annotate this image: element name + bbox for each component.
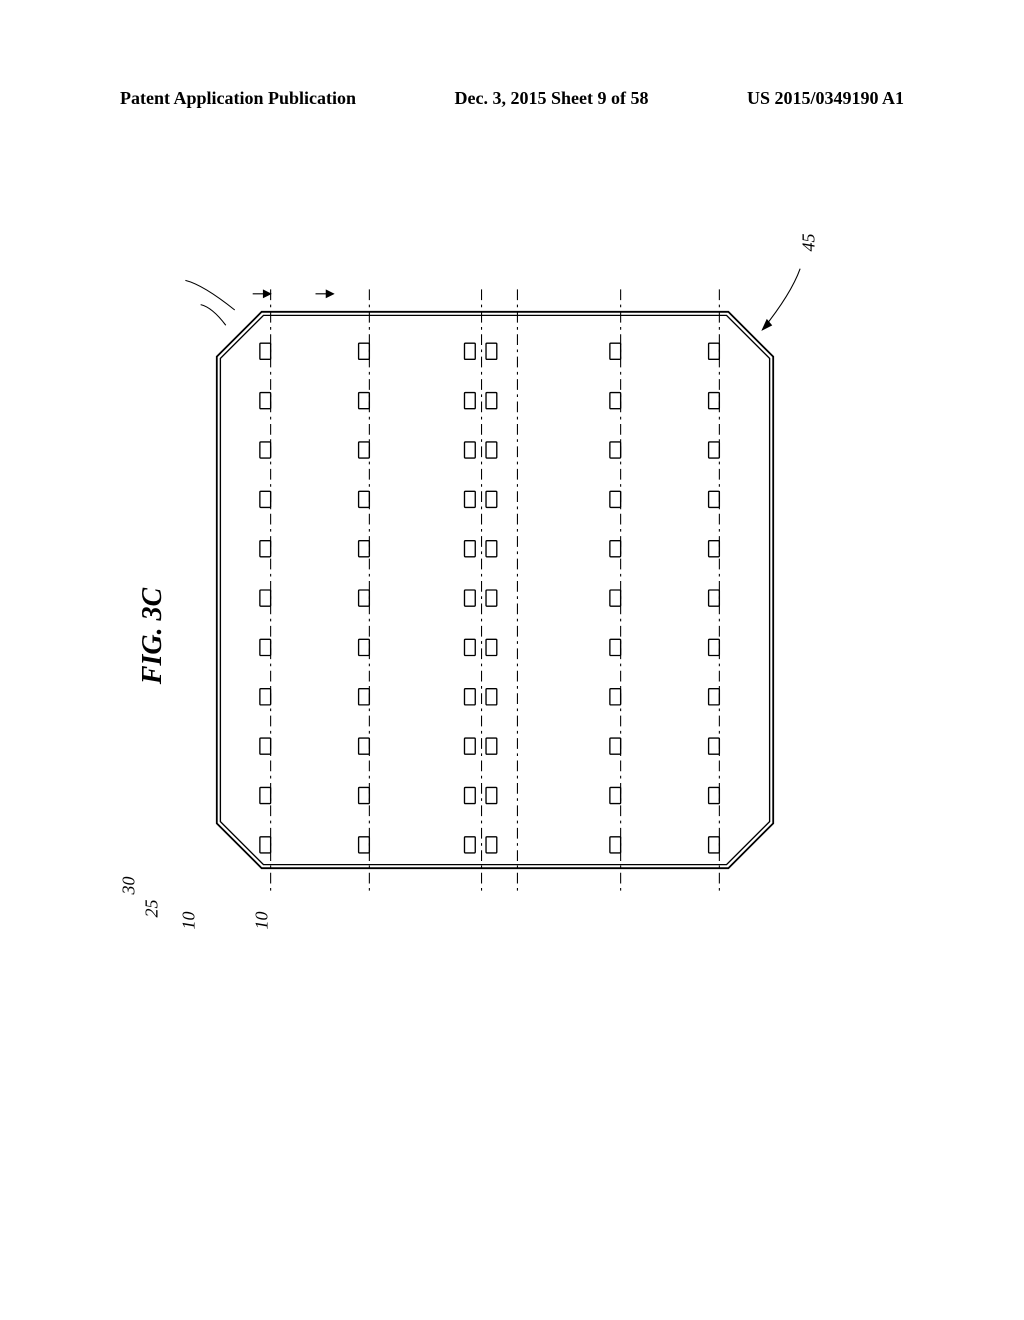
ref-10-arrow-2 [316,290,334,297]
solar-cell-diagram [145,240,845,940]
header-left: Patent Application Publication [120,88,356,109]
header-center: Dec. 3, 2015 Sheet 9 of 58 [455,88,649,109]
figure-label: FIG. 3C [137,588,169,684]
ref-45-label: 45 [799,234,820,252]
ref-45-leader [762,269,800,330]
ref-25-label: 25 [142,900,163,918]
page-header: Patent Application Publication Dec. 3, 2… [0,88,1024,109]
ref-10-label-1: 10 [179,912,200,930]
ref-30-label: 30 [119,877,140,895]
ref-10-arrow-1 [253,290,271,297]
ref-25-leader [201,305,226,326]
ref-10-label-2: 10 [252,912,273,930]
header-right: US 2015/0349190 A1 [747,88,904,109]
ref-30-leader [185,280,234,310]
contact-pads [260,343,719,853]
figure-container: FIG. 3C [145,240,845,940]
